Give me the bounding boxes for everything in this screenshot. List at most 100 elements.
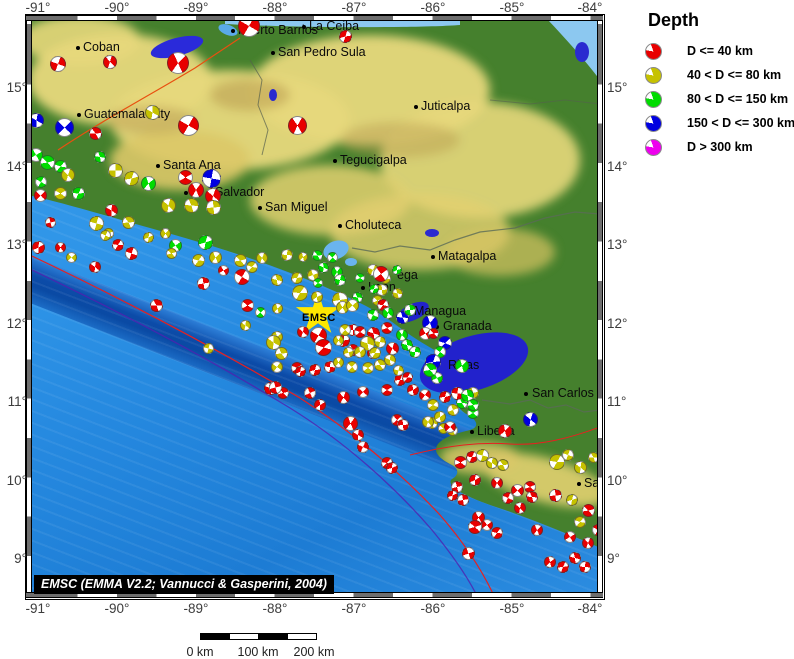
focal-mechanism-beachball <box>314 399 326 411</box>
focal-mechanism-beachball <box>382 307 394 319</box>
frame-right <box>597 21 603 592</box>
focal-mechanism-beachball <box>566 494 578 506</box>
legend-item: 150 < D <= 300 km <box>642 113 794 137</box>
focal-mechanism-beachball <box>355 273 365 283</box>
lake-izabal <box>150 35 204 59</box>
focal-mechanism-beachball <box>362 362 374 374</box>
lat-tick-label-left: 15° <box>6 80 27 95</box>
focal-mechanism-beachball <box>314 338 332 356</box>
city-dot <box>435 325 439 329</box>
focal-mechanism-beachball <box>309 364 321 376</box>
focal-mechanism-beachball <box>332 334 344 346</box>
focal-mechanism-beachball <box>71 186 85 200</box>
focal-mechanism-beachball <box>401 371 413 383</box>
focal-mechanism-beachball <box>271 302 283 314</box>
focal-mechanism-beachball <box>385 341 399 355</box>
focal-mechanism-beachball <box>334 274 346 286</box>
focal-mechanism-beachball <box>444 421 456 433</box>
focal-mechanism-beachball <box>522 411 538 427</box>
caribbean-sea-strip <box>225 21 460 28</box>
focal-mechanism-beachball <box>367 309 379 321</box>
focal-mechanism-beachball <box>271 274 283 286</box>
city-label: Juticalpa <box>421 99 471 113</box>
emsc-star-label: EMSC <box>302 312 336 324</box>
focal-mechanism-beachball <box>32 240 45 254</box>
focal-mechanism-beachball <box>205 199 221 215</box>
focal-mechanism-beachball <box>434 411 446 423</box>
legend-beachball-icon <box>645 67 662 84</box>
focal-mechanism-beachball <box>526 491 538 503</box>
focal-mechanism-beachball <box>381 322 393 334</box>
focal-mechanism-beachball <box>467 399 479 411</box>
city-dot <box>361 286 365 290</box>
focal-mechanism-beachball <box>294 365 306 377</box>
focal-mechanism-beachball <box>569 552 581 564</box>
lat-tick-label-left: 14° <box>6 159 27 174</box>
caribbean-sea-corner <box>548 21 598 78</box>
legend-beachball-icon <box>645 139 662 156</box>
trench-axis-line <box>32 269 476 592</box>
focal-mechanism-beachball <box>254 306 266 318</box>
focal-mechanism-beachball <box>491 477 503 489</box>
city-dot <box>77 113 81 117</box>
focal-mechanism-beachball <box>50 56 66 72</box>
legend-item-label: D <= 40 km <box>687 44 754 58</box>
focal-mechanism-beachball <box>468 520 482 534</box>
small-lake <box>425 229 439 237</box>
focal-mechanism-beachball <box>345 298 359 312</box>
scalebar-segment <box>287 633 317 640</box>
focal-mechanism-beachball <box>167 52 189 74</box>
focal-mechanism-beachball <box>446 489 458 501</box>
lon-tick-label-top: -91° <box>25 0 51 15</box>
lat-tick-label-right: 12° <box>607 316 628 331</box>
frame-top <box>26 15 603 21</box>
legend-item-label: 150 < D <= 300 km <box>687 116 794 130</box>
city-label: San Pedro Sula <box>278 45 366 59</box>
lon-tick-label-bottom: -85° <box>499 601 525 616</box>
focal-mechanism-beachball <box>453 455 467 469</box>
city-label: Granada <box>443 319 492 333</box>
focal-mechanism-beachball <box>265 334 281 350</box>
focal-mechanism-beachball <box>88 215 104 231</box>
lat-tick-label-right: 13° <box>607 237 628 252</box>
scalebar-label: 200 km <box>293 645 335 659</box>
focal-mechanism-beachball <box>317 261 329 273</box>
focal-mechanism-beachball <box>469 474 481 486</box>
focal-mechanism-beachball <box>338 29 352 43</box>
lat-tick-label-right: 11° <box>607 394 627 409</box>
focal-mechanism-beachball <box>33 188 47 202</box>
focal-mechanism-beachball <box>234 269 250 285</box>
focal-mechanism-beachball <box>531 524 543 536</box>
legend-item-label: D > 300 km <box>687 140 753 154</box>
focal-mechanism-beachball <box>89 261 101 273</box>
lon-tick-label-bottom: -84° <box>577 601 603 616</box>
focal-mechanism-beachball <box>53 186 67 200</box>
legend-item: 40 < D <= 80 km <box>642 65 792 89</box>
focal-mechanism-beachball <box>65 251 77 263</box>
focal-mechanism-beachball <box>107 162 123 178</box>
legend-item: D > 300 km <box>642 137 792 161</box>
legend-beachball-icon <box>645 91 662 108</box>
coastal-lagoon <box>575 42 589 62</box>
focal-mechanism-beachball <box>208 250 222 264</box>
focal-mechanism-beachball <box>475 448 489 462</box>
focal-mechanism-beachball <box>357 386 369 398</box>
focal-mechanism-beachball <box>140 175 156 191</box>
focal-mechanism-beachball <box>160 197 176 213</box>
city-dot <box>156 164 160 168</box>
city-label: ega <box>397 268 418 282</box>
legend-item: D <= 40 km <box>642 41 792 65</box>
focal-mechanism-beachball <box>548 488 562 502</box>
focal-mechanism-beachball <box>287 115 307 135</box>
lat-tick-label-right: 14° <box>607 159 628 174</box>
focal-mechanism-beachball <box>423 363 437 377</box>
focal-mechanism-beachball <box>419 389 431 401</box>
focal-mechanism-beachball <box>374 336 386 348</box>
focal-mechanism-beachball <box>61 168 75 182</box>
focal-mechanism-beachball <box>291 272 303 284</box>
city-dot <box>271 51 275 55</box>
focal-mechanism-beachball <box>32 148 43 162</box>
focal-mechanism-beachball <box>502 492 514 504</box>
focal-mechanism-beachball <box>196 276 210 290</box>
